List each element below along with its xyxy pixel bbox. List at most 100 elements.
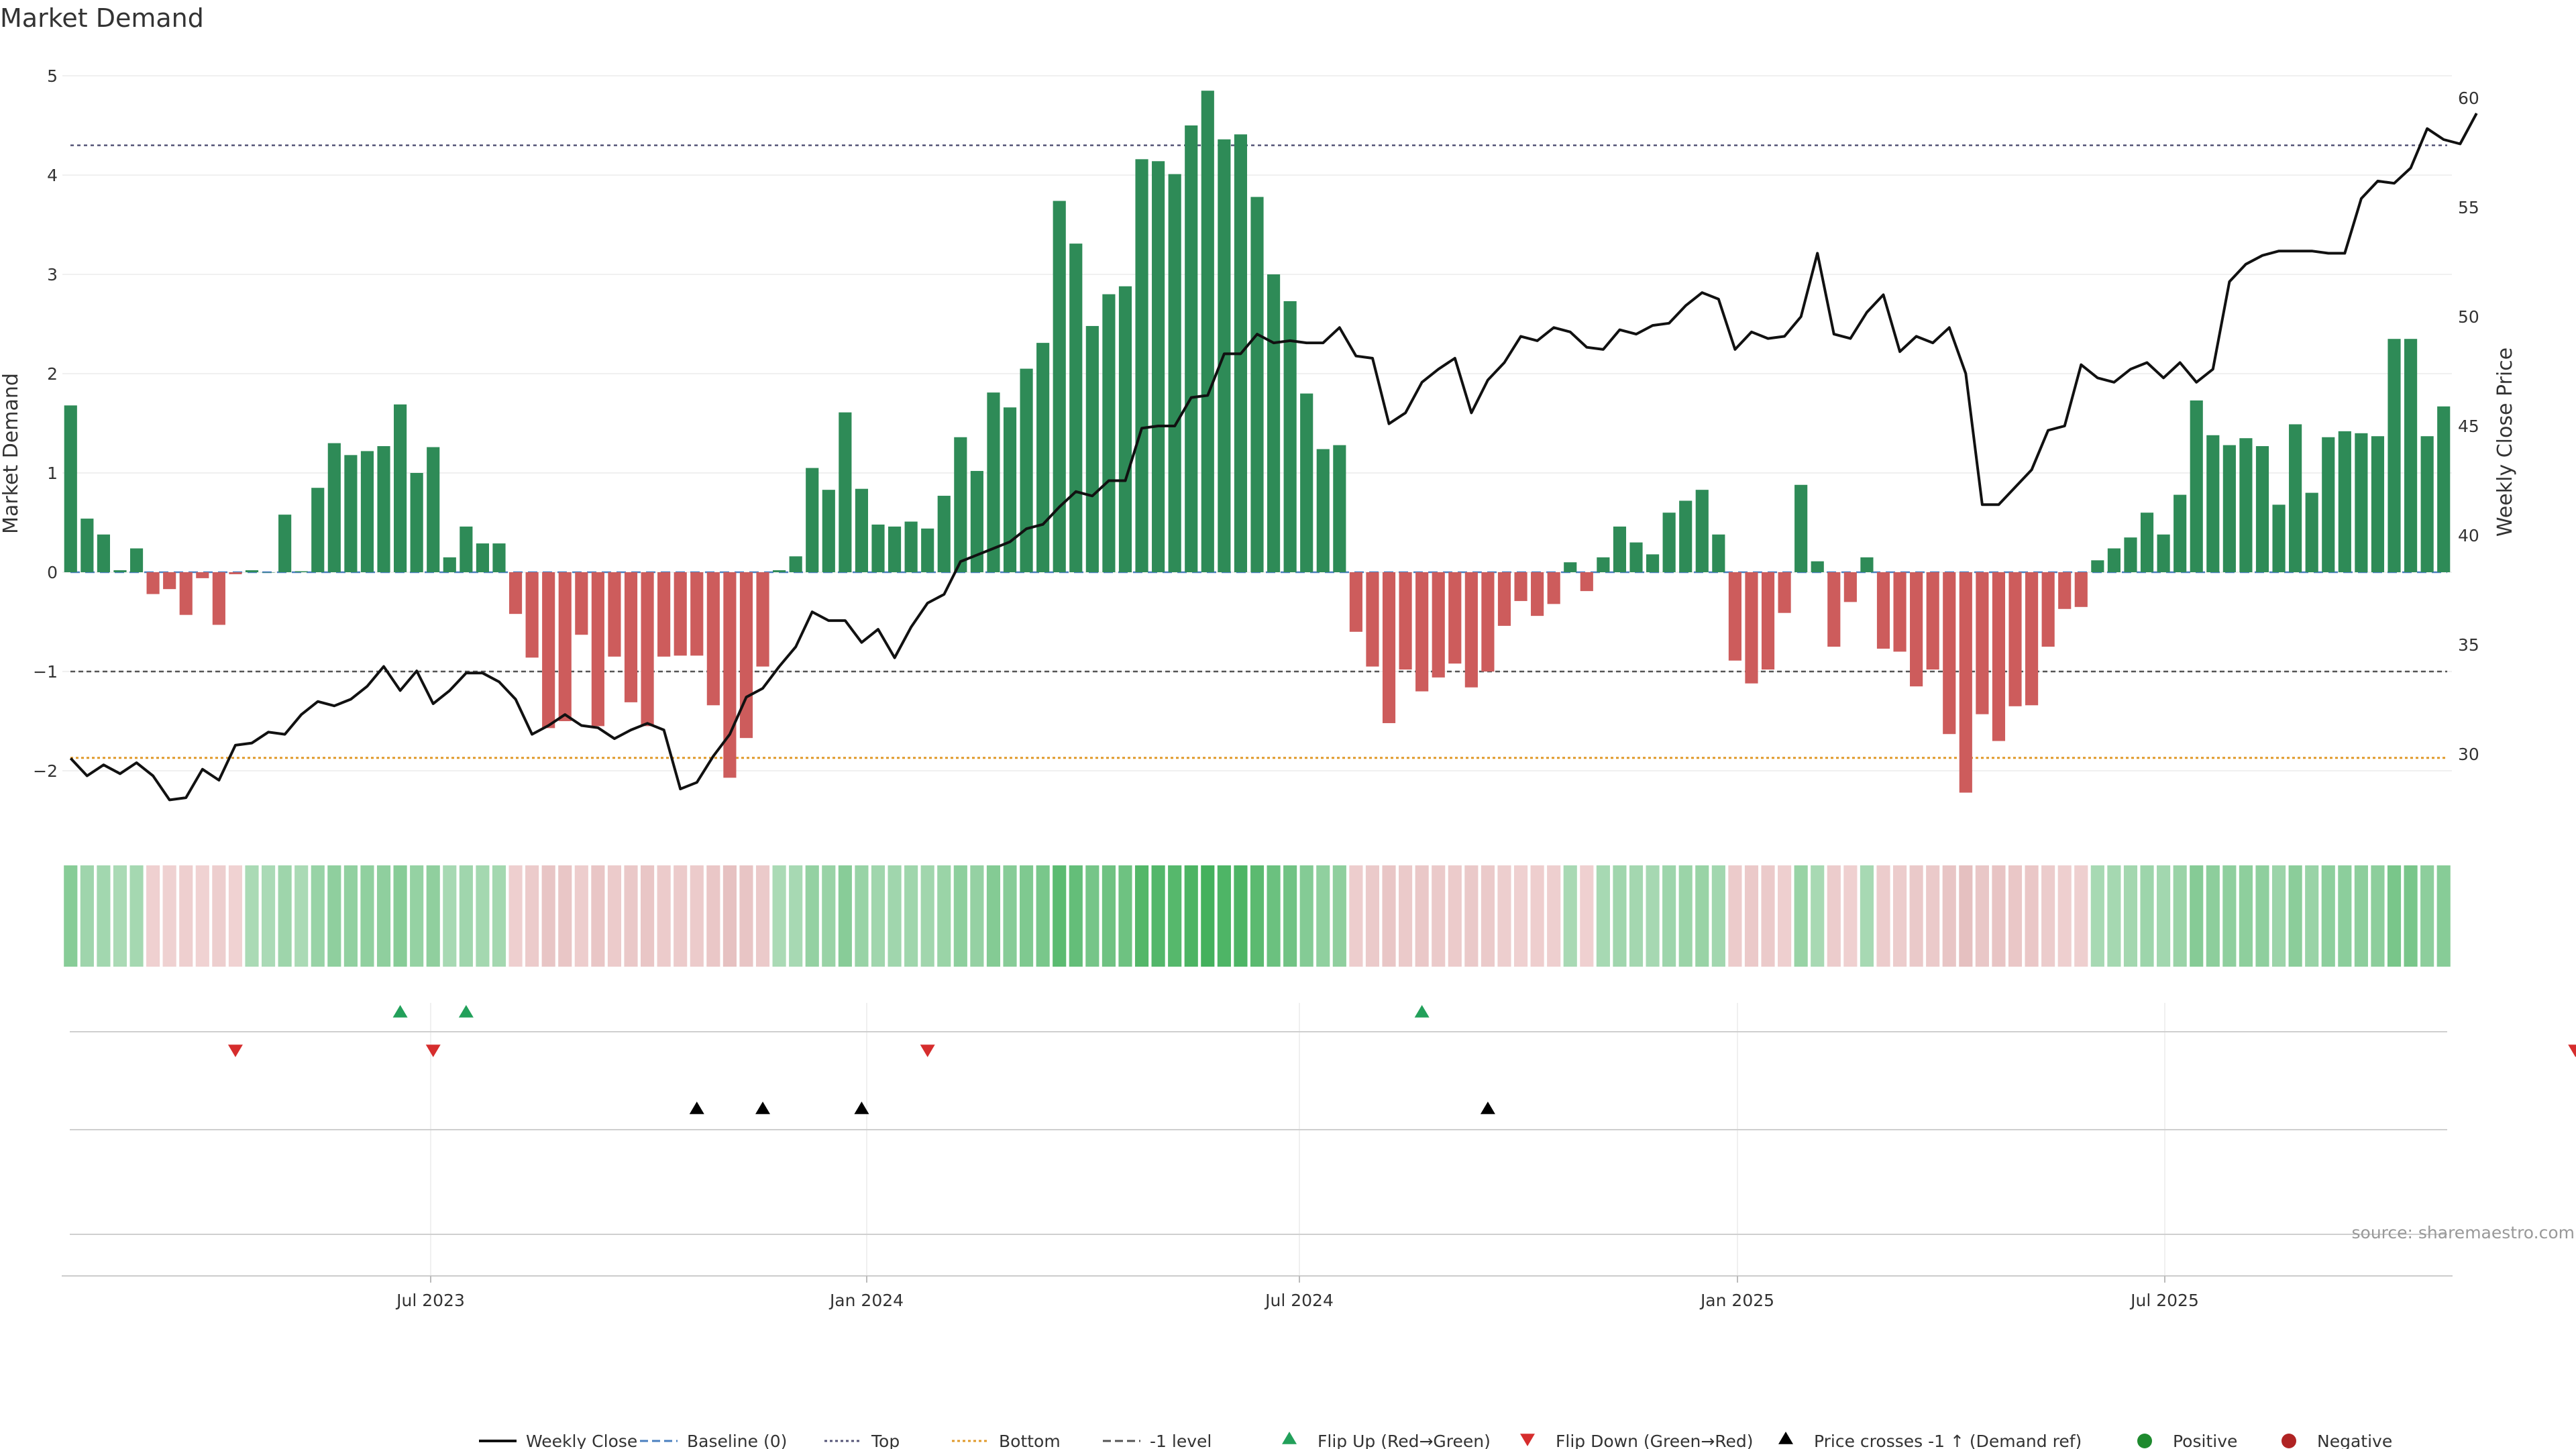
heat-cell	[1778, 865, 1792, 967]
heat-cell	[1695, 865, 1709, 967]
heat-cell	[443, 865, 457, 967]
demand-bar-positive	[970, 471, 983, 572]
heat-cell	[1332, 865, 1346, 967]
heat-cell	[1382, 865, 1396, 967]
heat-cell	[1646, 865, 1660, 967]
flip-up-marker	[1414, 1005, 1430, 1018]
demand-bar-positive	[773, 570, 786, 572]
demand-bar-negative	[1943, 572, 1956, 735]
heat-cell	[772, 865, 786, 967]
legend-item: Flip Up (Red→Green)	[1282, 1432, 1491, 1449]
demand-bar-negative	[1481, 572, 1495, 672]
heat-cell	[2173, 865, 2187, 967]
demand-bar-negative	[1514, 572, 1527, 601]
heat-cell	[789, 865, 803, 967]
y2-tick-label: 45	[2458, 417, 2479, 436]
demand-bar-negative	[706, 572, 720, 706]
demand-bar-positive	[2222, 445, 2236, 572]
heat-cell	[1728, 865, 1742, 967]
demand-bar-positive	[2091, 560, 2104, 572]
demand-bar-positive	[64, 405, 77, 572]
heat-cell	[195, 865, 209, 967]
demand-bar-positive	[1185, 125, 1198, 572]
heat-cell	[1744, 865, 1759, 967]
y2-tick-label: 55	[2458, 198, 2479, 217]
heat-cell	[1811, 865, 1825, 967]
heat-cell	[1250, 865, 1265, 967]
legend-item: Baseline (0)	[640, 1432, 787, 1449]
heat-cell	[558, 865, 572, 967]
heat-cell	[97, 865, 111, 967]
demand-bar-positive	[2140, 513, 2154, 572]
y-tick-label: 3	[47, 265, 58, 284]
demand-bar-positive	[1102, 294, 1116, 572]
heat-cell	[410, 865, 424, 967]
demand-bar-positive	[2289, 424, 2302, 572]
heat-cell	[1102, 865, 1116, 967]
date-tick-label: Jan 2024	[828, 1291, 904, 1310]
flip-up-marker	[458, 1005, 474, 1018]
legend-triangle-swatch	[1520, 1434, 1535, 1446]
heat-cell	[1843, 865, 1858, 967]
heat-cell	[2404, 865, 2418, 967]
demand-bar-negative	[1366, 572, 1379, 667]
demand-bar-positive	[1168, 174, 1181, 572]
demand-bar-negative	[1843, 572, 1857, 602]
demand-bar-negative	[641, 572, 654, 727]
heat-cell	[476, 865, 490, 967]
heat-cell	[2420, 865, 2434, 967]
demand-bar-positive	[2420, 436, 2434, 572]
heat-cell	[1596, 865, 1610, 967]
demand-bar-negative	[756, 572, 769, 667]
heat-cell	[1184, 865, 1198, 967]
demand-bar-positive	[1564, 562, 1577, 572]
heat-cell	[706, 865, 720, 967]
heat-cell	[2271, 865, 2286, 967]
legend-label: Weekly Close	[526, 1432, 637, 1449]
y2-tick-label: 60	[2458, 89, 2479, 108]
heat-cell	[426, 865, 440, 967]
demand-bar-positive	[1646, 554, 1660, 572]
demand-bar-positive	[427, 447, 440, 572]
y2-tick-label: 35	[2458, 635, 2479, 655]
y-tick-label: 2	[47, 364, 58, 384]
heat-cell	[591, 865, 605, 967]
heat-cell	[1003, 865, 1017, 967]
heat-cell	[1563, 865, 1577, 967]
heat-cell	[1399, 865, 1413, 967]
heat-cell	[722, 865, 737, 967]
heat-cell	[2041, 865, 2055, 967]
demand-bar-negative	[558, 572, 572, 721]
legend-label: Flip Up (Red→Green)	[1318, 1432, 1491, 1449]
cross-panel	[70, 1102, 2447, 1130]
heat-cell	[1036, 865, 1050, 967]
demand-bar-positive	[921, 528, 934, 572]
demand-bar-negative	[1761, 572, 1775, 670]
legend-triangle-swatch	[1282, 1432, 1297, 1444]
heat-cell	[674, 865, 688, 967]
heat-cell	[2057, 865, 2072, 967]
legend-item: Price crosses -1 ↑ (Demand ref)	[1778, 1432, 2082, 1449]
heat-cell	[1349, 865, 1363, 967]
demand-bar-positive	[97, 534, 110, 572]
demand-bar-positive	[1613, 526, 1627, 572]
demand-bar-positive	[1069, 244, 1083, 572]
demand-bar-positive	[2437, 406, 2451, 572]
demand-bar-positive	[2190, 400, 2203, 572]
heat-cell	[1662, 865, 1676, 967]
demand-bar-positive	[2206, 435, 2220, 572]
heat-cell	[1299, 865, 1313, 967]
legend: Weekly Close Baseline (0) Top Bottom -1 leve…	[479, 1432, 2392, 1449]
demand-bar-negative	[212, 572, 225, 625]
demand-bar-positive	[2322, 437, 2335, 572]
legend-item: Negative	[2282, 1432, 2392, 1449]
demand-bar-positive	[937, 496, 951, 572]
heat-cell	[146, 865, 160, 967]
legend-item: Flip Down (Green→Red)	[1520, 1432, 1754, 1449]
demand-bar-positive	[954, 437, 967, 572]
demand-bar-positive	[129, 548, 144, 572]
price-cross-marker	[1480, 1102, 1495, 1114]
legend-label: Top	[871, 1432, 900, 1449]
flip-down-marker	[425, 1044, 441, 1057]
demand-bar-negative	[1992, 572, 2006, 741]
